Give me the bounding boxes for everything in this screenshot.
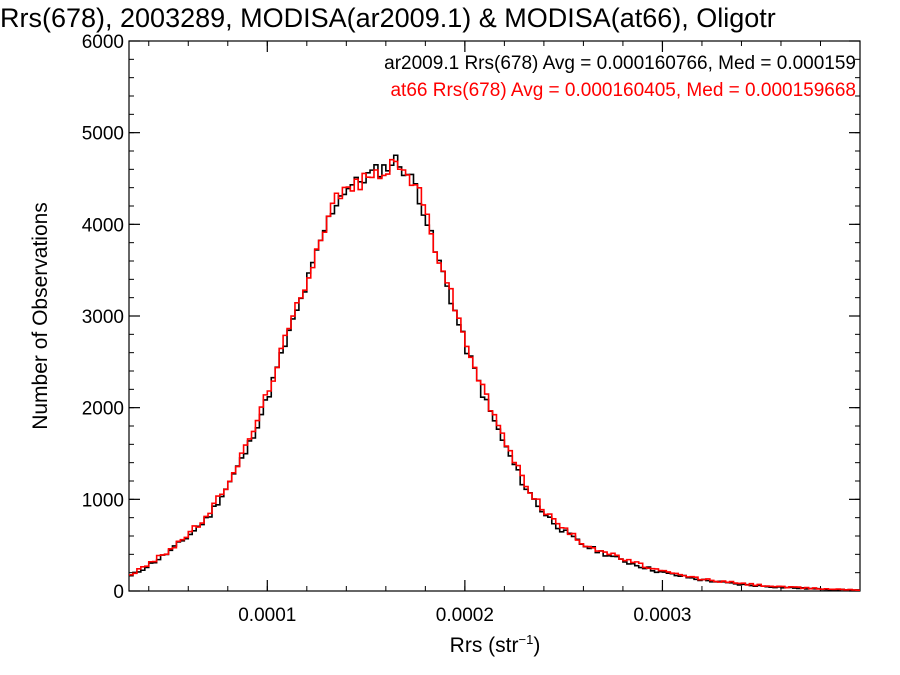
series-layer: [129, 154, 860, 592]
tick-labels: 0.0001 0.0002 0.0003 0 1000 2000 3000 4000 5000 6…: [82, 32, 692, 626]
chart-title: Rrs(678), 2003289, MODISA(ar2009.1) & MO…: [0, 3, 776, 33]
y-tick-label: 3000: [82, 307, 124, 328]
y-axis-label: Number of Observations: [29, 202, 52, 430]
axis-ticks: [129, 40, 861, 592]
y-tick-label: 1000: [82, 490, 124, 511]
x-tick-label: 0.0003: [633, 605, 691, 626]
y-tick-label: 2000: [82, 399, 124, 420]
x-axis-label-superscript: −1: [519, 632, 534, 647]
x-axis-label-prefix: Rrs (str: [450, 634, 519, 657]
y-tick-label: 6000: [82, 32, 124, 53]
y-tick-label: 4000: [82, 215, 124, 236]
x-tick-label: 0.0002: [436, 605, 494, 626]
series-line-1: [129, 158, 860, 591]
legend-entry-ar2009: ar2009.1 Rrs(678) Avg = 0.000160766, Med…: [384, 53, 856, 74]
y-tick-label: 5000: [82, 124, 124, 145]
x-tick-label: 0.0001: [238, 605, 296, 626]
y-tick-label: 0: [113, 582, 124, 603]
series-line-0: [129, 154, 860, 592]
x-axis-label-suffix: ): [533, 634, 540, 657]
x-axis-label: Rrs (str−1): [450, 632, 541, 657]
plot-frame: [128, 40, 861, 592]
legend-entry-at66: at66 Rrs(678) Avg = 0.000160405, Med = 0…: [390, 80, 856, 101]
